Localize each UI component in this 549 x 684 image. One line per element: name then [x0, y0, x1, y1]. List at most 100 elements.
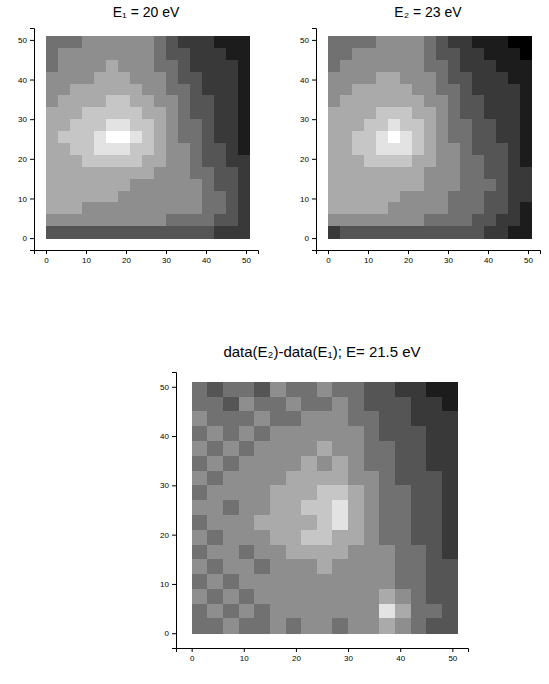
cell: [94, 36, 106, 48]
x-tick: 50: [242, 250, 251, 265]
cell: [426, 589, 442, 604]
cell: [214, 202, 226, 214]
cell: [520, 191, 532, 203]
cell: [388, 131, 400, 143]
cell: [226, 84, 238, 96]
x-tick-mark: [296, 648, 297, 652]
cell: [94, 131, 106, 143]
cell: [484, 36, 496, 48]
cell: [207, 426, 223, 441]
cell: [118, 202, 130, 214]
cell: [472, 202, 484, 214]
cell: [332, 426, 348, 441]
cell: [202, 72, 214, 84]
cell: [348, 574, 364, 589]
cell: [364, 95, 376, 107]
cell: [376, 143, 388, 155]
cell: [340, 48, 352, 60]
cell: [442, 485, 458, 500]
cell: [340, 179, 352, 191]
cell: [484, 84, 496, 96]
cell: [424, 107, 436, 119]
x-tick: 40: [484, 250, 493, 265]
cell: [270, 604, 286, 619]
cell: [352, 72, 364, 84]
cell: [82, 167, 94, 179]
cell: [436, 179, 448, 191]
cell: [82, 191, 94, 203]
cell: [328, 48, 340, 60]
cell: [223, 485, 239, 500]
cell: [301, 411, 317, 426]
cell: [472, 143, 484, 155]
cell: [424, 167, 436, 179]
cell: [226, 60, 238, 72]
cell: [379, 545, 395, 560]
cell: [192, 618, 208, 633]
cell: [340, 107, 352, 119]
cell: [58, 226, 70, 238]
y-tick: 30: [160, 481, 176, 490]
cell: [270, 397, 286, 412]
cell: [442, 530, 458, 545]
cell: [388, 36, 400, 48]
cell: [364, 167, 376, 179]
cell: [46, 72, 58, 84]
cell: [166, 95, 178, 107]
cell: [70, 48, 82, 60]
cell: [130, 72, 142, 84]
cell: [388, 155, 400, 167]
cell: [426, 441, 442, 456]
cell: [142, 155, 154, 167]
cell: [130, 36, 142, 48]
cell: [207, 456, 223, 471]
cell: [400, 191, 412, 203]
cell: [364, 226, 376, 238]
x-tick-label: 20: [292, 654, 301, 663]
cell: [395, 530, 411, 545]
cell: [223, 618, 239, 633]
cell: [395, 426, 411, 441]
cell: [166, 214, 178, 226]
cell: [442, 471, 458, 486]
cell: [460, 36, 472, 48]
cell: [58, 143, 70, 155]
cell: [94, 84, 106, 96]
x-tick-mark: [86, 250, 87, 254]
x-axis: 01020304050: [35, 250, 259, 265]
cell: [286, 618, 302, 633]
cell: [118, 179, 130, 191]
cell: [388, 143, 400, 155]
cell: [46, 191, 58, 203]
cell: [426, 604, 442, 619]
cell: [254, 618, 270, 633]
cell: [460, 179, 472, 191]
y-tick-label: 20: [160, 531, 169, 540]
cell: [472, 131, 484, 143]
cell: [142, 167, 154, 179]
cell: [328, 131, 340, 143]
cell: [317, 441, 333, 456]
cell: [442, 618, 458, 633]
x-tick-label: 40: [202, 256, 211, 265]
cell: [412, 119, 424, 131]
cell: [411, 411, 427, 426]
cell: [226, 131, 238, 143]
cell: [192, 545, 208, 560]
cell: [94, 48, 106, 60]
cell: [496, 36, 508, 48]
cell: [379, 500, 395, 515]
cell: [460, 84, 472, 96]
cell: [154, 119, 166, 131]
cell: [58, 107, 70, 119]
cell: [226, 48, 238, 60]
x-tick: 0: [44, 250, 49, 265]
cell: [379, 604, 395, 619]
cell: [340, 143, 352, 155]
cell: [348, 530, 364, 545]
cell: [442, 545, 458, 560]
cell: [178, 202, 190, 214]
cell: [379, 559, 395, 574]
cell: [376, 191, 388, 203]
cell: [412, 107, 424, 119]
